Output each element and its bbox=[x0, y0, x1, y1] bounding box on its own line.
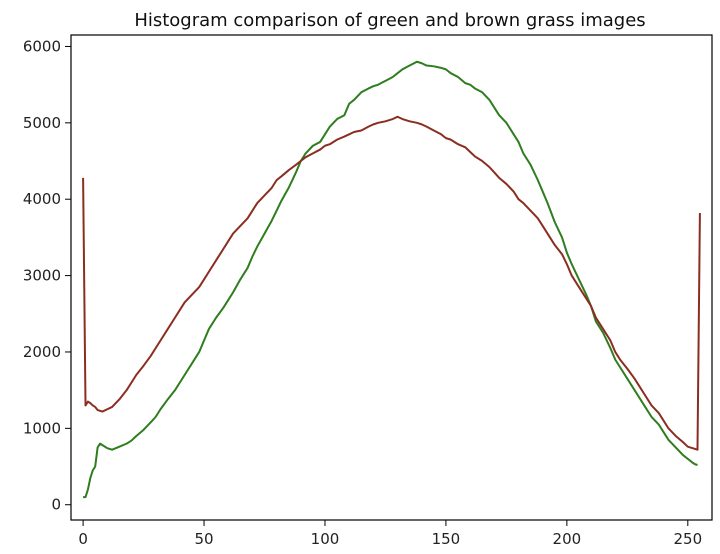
y-tick-label: 3000 bbox=[23, 267, 61, 285]
x-tick-label: 200 bbox=[553, 530, 582, 548]
plot-area: 0 50 100 150 200 250 0 1000 2000 3000 4000 5000 6000 bbox=[23, 34, 713, 548]
x-tick-label: 250 bbox=[673, 530, 702, 548]
chart-title: Histogram comparison of green and brown … bbox=[134, 10, 645, 31]
y-tick-label: 2000 bbox=[23, 343, 61, 361]
y-tick-label: 4000 bbox=[23, 190, 61, 208]
y-tick-label: 5000 bbox=[23, 114, 61, 132]
brown-histogram-line bbox=[82, 115, 701, 451]
x-tick-label: 0 bbox=[78, 530, 88, 548]
y-tick-label: 0 bbox=[51, 496, 61, 514]
x-tick-label: 100 bbox=[311, 530, 340, 548]
green-histogram-line bbox=[83, 60, 698, 499]
x-tick-label: 50 bbox=[194, 530, 213, 548]
y-tick-label: 1000 bbox=[23, 419, 61, 437]
x-tick-label: 150 bbox=[432, 530, 461, 548]
y-tick-label: 6000 bbox=[23, 37, 61, 55]
axes-frame bbox=[70, 34, 713, 521]
